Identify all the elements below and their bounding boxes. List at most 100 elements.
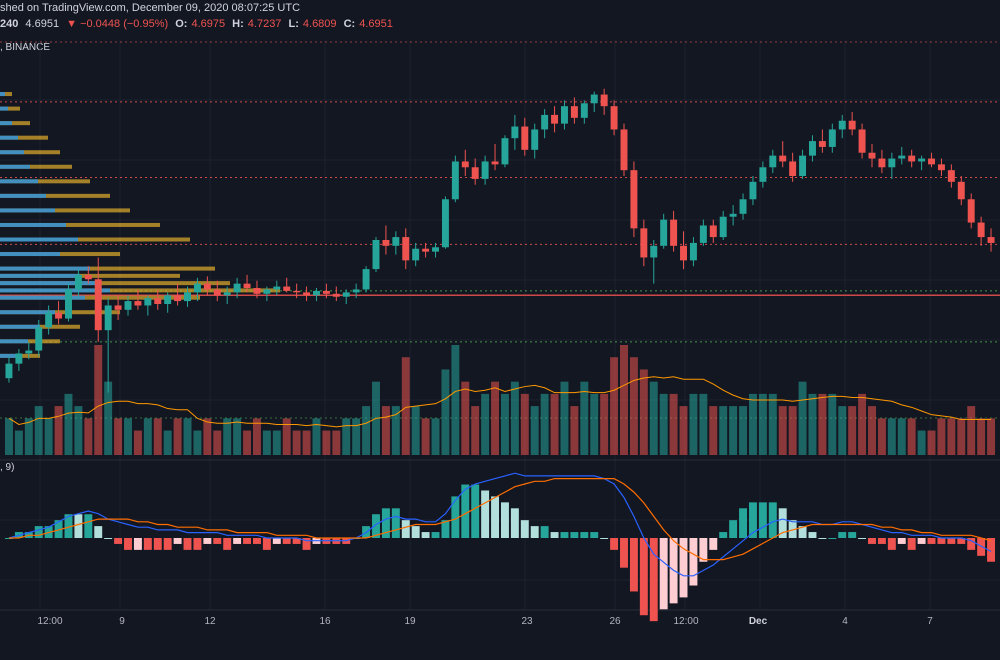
macd-histogram-bar-63 — [629, 538, 638, 592]
candle-body-61 — [610, 106, 618, 130]
candle-83 — [828, 123, 836, 153]
macd-histogram-bar-49 — [491, 496, 500, 538]
candle-7 — [74, 269, 82, 299]
horizontal-levels — [0, 41, 1000, 419]
candle-body-52 — [521, 126, 529, 150]
candle-body-32 — [322, 290, 330, 294]
volume-profile-bar-7 — [0, 193, 110, 198]
x-tick-label-9: 4 — [842, 616, 848, 627]
volume-profile-bar-4 — [0, 150, 60, 155]
candle-body-14 — [144, 298, 152, 306]
candle-65 — [650, 240, 658, 284]
macd-histogram-bar-16 — [163, 538, 172, 550]
candle-body-86 — [858, 129, 866, 153]
candle-75 — [749, 176, 757, 206]
macd-histogram-bar-25 — [252, 538, 261, 544]
volume-bar-82 — [818, 393, 827, 455]
candle-30 — [303, 286, 311, 302]
candle-body-27 — [273, 286, 281, 290]
volume-bar-64 — [639, 369, 648, 455]
volume-bar-66 — [659, 393, 668, 455]
candle-body-70 — [699, 225, 707, 243]
macd-histogram-bar-85 — [848, 532, 857, 538]
candle-body-49 — [491, 161, 499, 165]
candle-body-17 — [174, 295, 182, 302]
macd-histogram-bar-69 — [689, 538, 698, 586]
volume-bar-56 — [560, 381, 569, 455]
macd-histogram-bar-81 — [808, 532, 817, 538]
volume-bar-20 — [203, 418, 212, 455]
candle-body-87 — [868, 152, 876, 159]
candle-body-78 — [779, 155, 787, 162]
candle-84 — [838, 114, 846, 139]
candle-body-38 — [382, 240, 390, 246]
volume-profile-bar-10 — [0, 237, 190, 242]
candle-body-59 — [590, 94, 598, 104]
volume-bar-72 — [719, 406, 728, 455]
volume-profile-va-bar-5 — [0, 164, 30, 169]
candle-body-80 — [799, 155, 807, 176]
candle-21 — [213, 280, 221, 302]
volume-bar-80 — [798, 381, 807, 455]
macd-histogram-bar-48 — [481, 490, 490, 538]
candle-body-2 — [25, 350, 33, 354]
candle-body-94 — [937, 164, 945, 171]
open-value: 4.6975 — [191, 18, 226, 30]
candle-body-26 — [263, 289, 271, 294]
candle-61 — [610, 100, 618, 136]
candle-body-39 — [392, 237, 400, 246]
volume-bar-42 — [421, 418, 430, 455]
candle-46 — [461, 149, 469, 176]
macd-histogram-bar-89 — [887, 538, 896, 550]
volume-profile-bar-12 — [0, 266, 215, 271]
macd-histogram-bar-60 — [600, 538, 609, 539]
macd-histogram-bar-77 — [768, 502, 777, 538]
interval-label: 240 — [0, 18, 19, 30]
close-value: 4.6951 — [359, 18, 393, 30]
candle-90 — [898, 146, 906, 165]
macd-histogram-bar-37 — [372, 514, 380, 538]
candle-body-69 — [689, 242, 697, 261]
candle-body-84 — [838, 120, 846, 130]
volume-bar-23 — [233, 418, 242, 455]
candle-body-42 — [422, 248, 430, 252]
volume-profile-bar-9 — [0, 222, 160, 227]
candle-39 — [392, 231, 400, 255]
macd-histogram-bar-7 — [74, 514, 83, 538]
volume-profile-bar-14 — [0, 281, 230, 286]
macd-histogram-bar-96 — [957, 538, 966, 544]
candle-29 — [293, 283, 301, 299]
macd-histogram-bar-82 — [818, 538, 827, 539]
candle-95 — [947, 164, 955, 188]
candle-66 — [660, 213, 668, 249]
candle-92 — [918, 155, 926, 171]
macd-histogram-bar-41 — [411, 526, 420, 538]
macd-histogram-bar-88 — [877, 538, 886, 544]
volume-bar-17 — [173, 418, 182, 455]
volume-bar-10 — [104, 381, 113, 455]
volume-bar-53 — [530, 406, 539, 455]
candle-70 — [699, 219, 707, 246]
macd-histogram-bar-23 — [233, 538, 242, 544]
volume-bar-47 — [471, 406, 480, 455]
candle-73 — [729, 205, 737, 226]
volume-bar-27 — [272, 430, 281, 455]
candle-49 — [491, 144, 499, 171]
volume-bar-90 — [897, 418, 906, 455]
volume-ma-line — [8, 376, 992, 428]
candle-54 — [541, 109, 549, 139]
volume-bar-33 — [332, 430, 341, 455]
candle-24 — [243, 274, 251, 293]
candle-body-50 — [501, 138, 509, 165]
volume-profile-va-bar-18 — [0, 324, 40, 329]
candle-38 — [382, 225, 390, 255]
volume-bar-65 — [649, 381, 658, 455]
volume-bar-70 — [699, 393, 708, 455]
volume-bar-95 — [947, 418, 956, 455]
candle-body-83 — [828, 129, 836, 147]
volume-bar-28 — [282, 418, 291, 455]
volume-bar-96 — [957, 418, 966, 455]
candle-11 — [114, 295, 122, 320]
candle-body-56 — [561, 106, 568, 124]
